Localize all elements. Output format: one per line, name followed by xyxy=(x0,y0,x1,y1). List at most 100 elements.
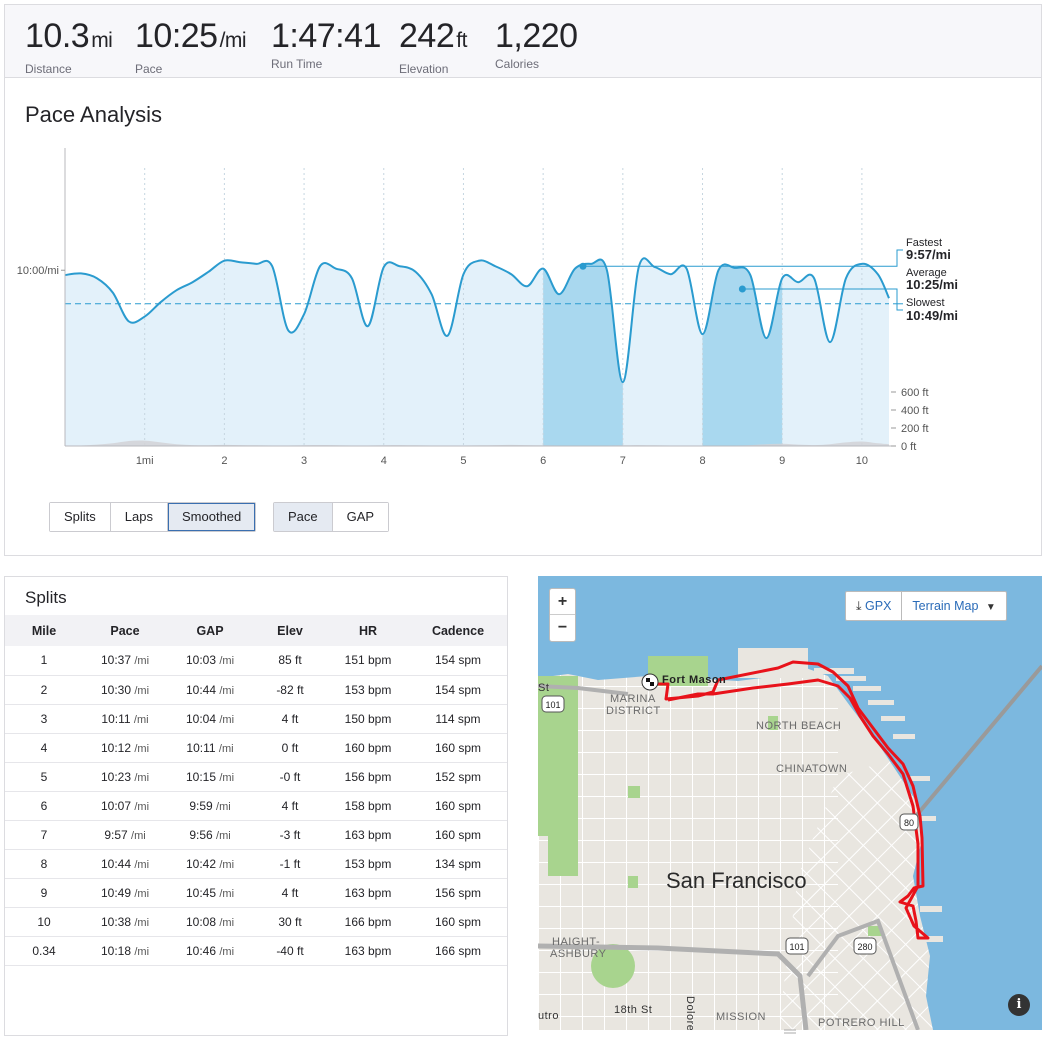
header-gap: GAP xyxy=(196,623,224,638)
split-hr: 151 bpm xyxy=(327,646,409,675)
stat-distance-value: 10.3 xyxy=(25,17,90,55)
split-mile-value: 1 xyxy=(40,653,48,668)
split-gap-value: 9:59 xyxy=(189,798,213,813)
split-cadence-value: 154 spm xyxy=(434,682,482,697)
split-cadence: 156 spm xyxy=(409,878,507,907)
elev-tick-2: 200 ft xyxy=(901,423,929,435)
elev-tick-0: 600 ft xyxy=(901,387,929,399)
stat-pace: 10:25/mi Pace xyxy=(135,19,247,76)
split-pace-unit: /mi xyxy=(134,945,150,958)
split-gap-unit: /mi xyxy=(219,945,235,958)
split-gap: 10:44 /mi xyxy=(167,675,253,704)
smoothed-view-button[interactable]: Smoothed xyxy=(168,503,256,531)
map-canvas[interactable]: 101 101 80 280 xyxy=(538,576,1042,1030)
slowest-marker[interactable] xyxy=(738,285,746,293)
map-label-city: San Francisco xyxy=(666,868,807,893)
split-pace-unit: /mi xyxy=(134,655,150,668)
split-mile-value: 5 xyxy=(40,769,48,784)
split-pace-value: 10:49 xyxy=(100,885,131,900)
split-pace-value: 10:44 xyxy=(100,856,131,871)
stat-pace-unit: /mi xyxy=(219,29,247,52)
stat-elevation-unit: ft xyxy=(456,29,467,52)
split-pace-unit: /mi xyxy=(134,742,150,755)
split-cadence-value: 154 spm xyxy=(434,653,482,668)
split-cadence: 160 spm xyxy=(409,733,507,762)
zoom-controls: + − xyxy=(549,588,576,642)
checkered-flag-icon xyxy=(646,678,654,686)
gap-metric-button[interactable]: GAP xyxy=(332,503,389,531)
split-mile-value: 0.34 xyxy=(32,943,56,958)
zoom-out-button[interactable]: − xyxy=(557,619,568,636)
split-cadence: 134 spm xyxy=(409,849,507,878)
map-resize-handle-icon[interactable] xyxy=(784,1028,796,1036)
zoom-in-button[interactable]: + xyxy=(550,589,575,615)
split-gap-unit: /mi xyxy=(216,829,231,842)
split-gap-unit: /mi xyxy=(219,713,235,726)
x-tick-8: 8 xyxy=(699,455,705,467)
split-cadence-value: 160 spm xyxy=(434,740,482,755)
split-gap: 10:46 /mi xyxy=(167,936,253,965)
map-bay-bridge xyxy=(914,664,1042,818)
average-value: 10:25/mi xyxy=(906,277,958,292)
split-gap-value: 10:03 xyxy=(185,653,216,668)
split-hr-value: 153 bpm xyxy=(344,682,392,697)
table-row: 5 10:23 /mi 10:15 /mi -0 ft 156 bpm 152 spm xyxy=(5,762,507,791)
map-label-marina-2: DISTRICT xyxy=(606,705,661,717)
split-elev: 0 ft xyxy=(253,733,327,762)
elevation-area xyxy=(65,440,889,446)
split-cadence-value: 160 spm xyxy=(434,827,482,842)
split-elev: -82 ft xyxy=(253,675,327,704)
split-gap-value: 10:45 xyxy=(185,885,216,900)
x-tick-1: 1mi xyxy=(136,455,154,467)
slowest-value: 10:49/mi xyxy=(906,308,958,323)
highlighted-mile-2[interactable] xyxy=(702,108,783,446)
map-parks xyxy=(538,656,882,988)
pace-metric-button[interactable]: Pace xyxy=(274,503,333,531)
split-pace-unit: /mi xyxy=(133,713,149,726)
metric-toggle: Pace GAP xyxy=(273,502,390,532)
elev-tick-1: 400 ft xyxy=(901,405,929,417)
split-mile: 10 xyxy=(5,907,83,936)
split-cadence-value: 152 spm xyxy=(434,769,482,784)
header-hr: HR xyxy=(358,623,378,638)
map-info-button[interactable]: i xyxy=(1008,994,1030,1016)
split-cadence-value: 134 spm xyxy=(434,856,482,871)
gpx-download-button[interactable]: ⤓ GPX xyxy=(846,592,903,620)
split-hr: 163 bpm xyxy=(327,878,409,907)
highway-101-label-b: 101 xyxy=(789,942,804,952)
split-gap: 10:15 /mi xyxy=(167,762,253,791)
slowest-label: Slowest xyxy=(906,297,945,309)
highlighted-mile-1[interactable] xyxy=(543,108,623,446)
split-mile-value: 7 xyxy=(40,827,48,842)
split-gap-value: 10:11 xyxy=(186,740,216,755)
map-label-sutro: utro xyxy=(538,1010,559,1022)
download-icon: ⤓ xyxy=(856,599,862,613)
split-hr-value: 150 bpm xyxy=(344,711,392,726)
laps-view-button[interactable]: Laps xyxy=(110,503,168,531)
split-mile: 8 xyxy=(5,849,83,878)
terrain-map-dropdown[interactable]: Terrain Map ▼ xyxy=(902,592,1005,620)
split-elev: 85 ft xyxy=(253,646,327,675)
map-label-haight-2: ASHBURY xyxy=(550,948,607,960)
pace-chart[interactable]: 10:00/mi 1mi 2 3 4 5 6 7 8 9 10 600 ft 400 ft 200 ft 0… xyxy=(5,78,1041,478)
table-row: 3 10:11 /mi 10:04 /mi 4 ft 150 bpm 114 spm xyxy=(5,704,507,733)
route-map[interactable]: 101 101 80 280 Fort Mason MARINA DISTRIC… xyxy=(538,576,1042,1030)
split-pace-value: 10:30 xyxy=(100,682,131,697)
split-gap: 9:56 /mi xyxy=(167,820,253,849)
split-hr-value: 158 bpm xyxy=(344,798,392,813)
highway-101-label-a: 101 xyxy=(545,700,560,710)
split-gap: 9:59 /mi xyxy=(167,791,253,820)
split-gap-unit: /mi xyxy=(216,800,231,813)
x-tick-5: 5 xyxy=(460,455,466,467)
split-pace-value: 9:57 xyxy=(104,827,128,842)
splits-title: Splits xyxy=(25,588,67,607)
view-toggle: Splits Laps Smoothed xyxy=(49,502,257,532)
split-gap: 10:08 /mi xyxy=(167,907,253,936)
map-highway-101 xyxy=(538,943,809,1030)
split-gap-value: 10:46 xyxy=(185,943,216,958)
splits-view-button[interactable]: Splits xyxy=(50,503,111,531)
highway-280-label: 280 xyxy=(857,942,872,952)
stat-elevation: 242ft Elevation xyxy=(399,19,467,76)
split-pace-value: 10:12 xyxy=(100,740,131,755)
fastest-marker[interactable] xyxy=(579,262,587,270)
